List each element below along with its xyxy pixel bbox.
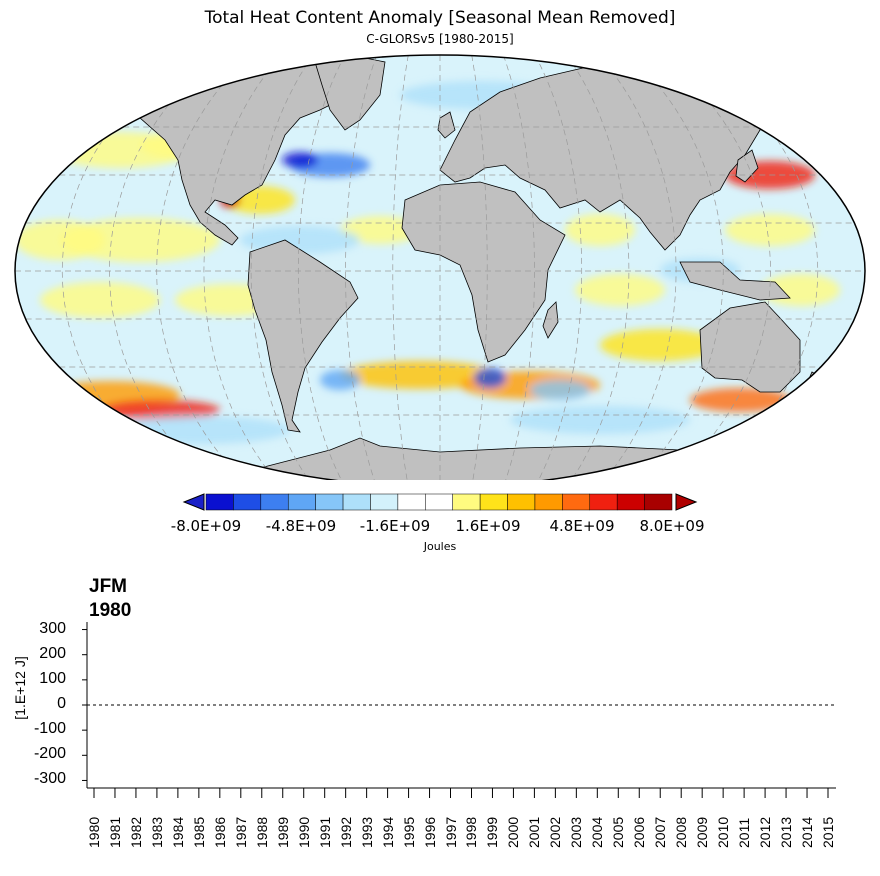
x-tick-marks bbox=[93, 788, 829, 798]
season-name: JFM bbox=[89, 576, 127, 597]
y-tick-label: 200 bbox=[39, 644, 66, 662]
colorbar-label-4: 1.6E+09 bbox=[455, 517, 521, 535]
x-tick-label: 2005 bbox=[610, 816, 627, 848]
x-tick-label: 2015 bbox=[820, 816, 836, 848]
y-tick-marks bbox=[82, 629, 87, 781]
y-tick-label: -100 bbox=[33, 720, 66, 738]
x-tick-label: 1981 bbox=[106, 816, 123, 848]
y-tick-label: 0 bbox=[57, 695, 66, 712]
anomaly-patch bbox=[282, 152, 318, 168]
x-tick-label: 1989 bbox=[274, 816, 291, 848]
x-tick-label: 1992 bbox=[337, 816, 354, 848]
x-tick-label: 2000 bbox=[505, 816, 522, 848]
colorbar-label-2: -4.8E+09 bbox=[265, 517, 337, 535]
x-tick-label: 1985 bbox=[190, 816, 207, 848]
anomaly-patch bbox=[340, 361, 500, 389]
colorbar-label-1: -8.0E+09 bbox=[170, 517, 242, 535]
meridian-line bbox=[156, 55, 251, 480]
colorbar-label-6: 8.0E+09 bbox=[639, 517, 705, 535]
x-tick-label: 1996 bbox=[421, 816, 438, 848]
anomaly-patch bbox=[530, 380, 590, 400]
y-tick-label: 300 bbox=[39, 619, 66, 637]
colorbar-units: Joules bbox=[423, 540, 457, 553]
x-tick-label: 1998 bbox=[463, 816, 480, 848]
x-tick-label: 1982 bbox=[127, 816, 144, 848]
x-tick-label: 2012 bbox=[757, 816, 774, 848]
x-tick-label: 2002 bbox=[547, 816, 564, 848]
anomaly-patch bbox=[320, 370, 360, 390]
x-tick-label: 2010 bbox=[715, 816, 732, 848]
x-tick-label: 2007 bbox=[652, 816, 669, 848]
x-tick-label: 2009 bbox=[694, 816, 711, 848]
anomaly-patch bbox=[40, 282, 160, 318]
x-tick-label: 2004 bbox=[589, 816, 606, 848]
x-tick-label: 1993 bbox=[358, 816, 375, 848]
anomaly-patch bbox=[565, 214, 635, 246]
x-tick-label: 1980 bbox=[86, 816, 102, 848]
anomaly-patch bbox=[100, 400, 220, 420]
y-tick-label: -200 bbox=[33, 745, 66, 763]
meridian-line bbox=[297, 55, 346, 480]
x-tick-label: 1987 bbox=[232, 816, 249, 848]
meridian-line bbox=[203, 55, 282, 480]
x-tick-label: 2003 bbox=[568, 816, 585, 848]
x-tick-label: 1986 bbox=[211, 816, 228, 848]
meridian-line bbox=[345, 55, 377, 480]
meridian-line bbox=[250, 55, 314, 480]
meridian-line bbox=[392, 55, 409, 480]
australia-land bbox=[699, 301, 801, 393]
x-tick-label: 1999 bbox=[484, 816, 501, 848]
y-tick-label: -300 bbox=[33, 770, 66, 788]
south-america-land bbox=[247, 239, 359, 433]
x-tick-label: 1988 bbox=[253, 816, 270, 848]
x-tick-label: 1995 bbox=[400, 816, 417, 848]
colorbar-label-3: -1.6E+09 bbox=[359, 517, 431, 535]
indonesia-land bbox=[679, 261, 791, 301]
meridian-line bbox=[661, 55, 771, 480]
map-subtitle: C-GLORSv5 [1980-2015] bbox=[366, 32, 514, 46]
x-tick-label: 1990 bbox=[295, 816, 312, 848]
x-tick-label: 2011 bbox=[736, 817, 753, 848]
meridian-line bbox=[503, 55, 535, 480]
madagascar-land bbox=[542, 301, 559, 339]
x-tick-label: 2013 bbox=[778, 816, 795, 848]
map-title: Total Heat Content Anomaly [Seasonal Mea… bbox=[204, 8, 676, 28]
anomaly-patch bbox=[575, 274, 665, 306]
meridian-line bbox=[471, 55, 488, 480]
meridian-line bbox=[629, 55, 724, 480]
anomaly-patch bbox=[60, 218, 220, 262]
british-isles-land bbox=[437, 111, 456, 139]
season-year: 1980 bbox=[89, 600, 132, 621]
meridian-line bbox=[598, 55, 677, 480]
x-tick-label: 1983 bbox=[148, 816, 165, 848]
africa-land bbox=[401, 181, 566, 363]
y-tick-label: 100 bbox=[39, 669, 66, 687]
x-tick-label: 2014 bbox=[799, 816, 816, 848]
meridian-line bbox=[534, 55, 583, 480]
meridian-line bbox=[566, 55, 630, 480]
x-tick-label: 1984 bbox=[169, 816, 186, 848]
season-label: JFM 1980 bbox=[89, 575, 131, 623]
x-tick-label: 1994 bbox=[379, 816, 396, 848]
x-tick-label: 2006 bbox=[631, 816, 648, 848]
world-map bbox=[14, 54, 866, 480]
x-tick-label: 2001 bbox=[526, 816, 543, 848]
anomaly-patch bbox=[510, 406, 690, 434]
anomaly-patch bbox=[690, 388, 790, 412]
colorbar-label-5: 4.8E+09 bbox=[549, 517, 615, 535]
anomaly-patch bbox=[600, 329, 720, 361]
meridian-line bbox=[109, 55, 219, 480]
anomaly-patch bbox=[474, 368, 506, 388]
map-border bbox=[14, 54, 866, 480]
x-tick-label: 2008 bbox=[673, 816, 690, 848]
anomaly-patch bbox=[725, 214, 815, 246]
x-tick-label: 1991 bbox=[316, 816, 333, 848]
x-tick-label: 1997 bbox=[442, 816, 459, 848]
